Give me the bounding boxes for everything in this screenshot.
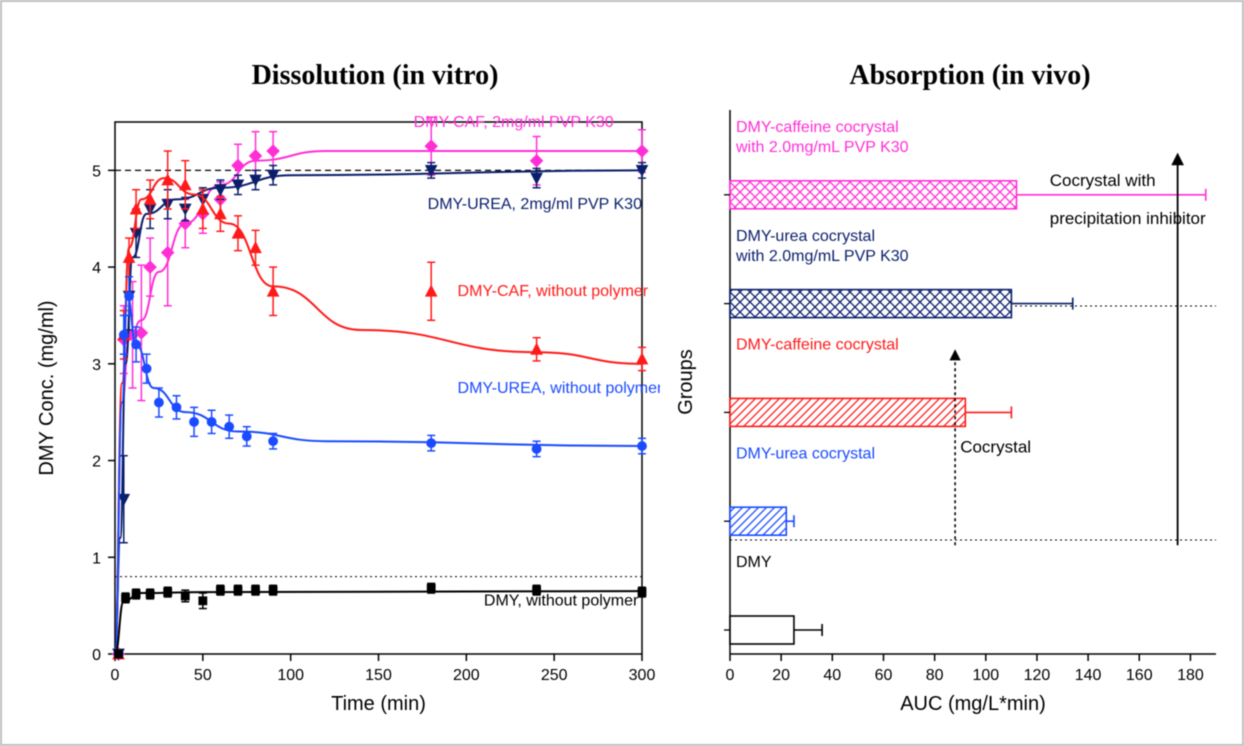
svg-text:AUC (mg/L*min): AUC (mg/L*min) <box>900 693 1046 715</box>
svg-text:150: 150 <box>365 667 392 684</box>
svg-text:Cocrystal: Cocrystal <box>960 438 1031 457</box>
svg-text:DMY: DMY <box>736 554 772 571</box>
svg-text:120: 120 <box>1024 667 1051 684</box>
svg-text:Groups: Groups <box>675 349 697 415</box>
left-title: Dissolution (in vitro) <box>90 60 660 92</box>
svg-text:4: 4 <box>92 260 101 277</box>
right-panel: Absorption (in vivo) 0 20 40 60 80 100 120 140 1… <box>670 22 1230 726</box>
svg-text:DMY-CAF, 2mg/ml PVP K30: DMY-CAF, 2mg/ml PVP K30 <box>414 114 614 131</box>
svg-text:80: 80 <box>926 667 944 684</box>
svg-text:DMY Conc. (mg/ml): DMY Conc. (mg/ml) <box>36 300 58 475</box>
svg-text:Cocrystal with: Cocrystal with <box>1050 171 1156 190</box>
svg-text:60: 60 <box>875 667 893 684</box>
svg-text:140: 140 <box>1075 667 1102 684</box>
svg-text:160: 160 <box>1126 667 1153 684</box>
absorption-chart: 0 20 40 60 80 100 120 140 160 180 AUC (mg/L*min) Gr… <box>670 92 1230 732</box>
svg-text:with 2.0mg/mL PVP K30: with 2.0mg/mL PVP K30 <box>735 139 909 156</box>
right-title: Absorption (in vivo) <box>710 60 1230 92</box>
svg-text:DMY, without polymer: DMY, without polymer <box>484 593 639 610</box>
svg-text:Time (min): Time (min) <box>331 693 426 715</box>
svg-text:0: 0 <box>111 667 120 684</box>
svg-text:0: 0 <box>92 647 101 664</box>
svg-text:100: 100 <box>277 667 304 684</box>
svg-text:5: 5 <box>92 163 101 180</box>
svg-text:50: 50 <box>194 667 212 684</box>
figure-frame: Dissolution (in vitro) 05010015020025030… <box>0 0 1244 746</box>
svg-text:20: 20 <box>772 667 790 684</box>
svg-text:0: 0 <box>726 667 735 684</box>
svg-text:with 2.0mg/mL PVP K30: with 2.0mg/mL PVP K30 <box>735 248 909 265</box>
left-panel: Dissolution (in vitro) 05010015020025030… <box>20 22 660 726</box>
svg-text:2: 2 <box>92 454 101 471</box>
svg-text:180: 180 <box>1177 667 1204 684</box>
svg-text:3: 3 <box>92 357 101 374</box>
svg-text:200: 200 <box>453 667 480 684</box>
svg-text:DMY-UREA, without polymer: DMY-UREA, without polymer <box>458 380 660 397</box>
svg-text:DMY-UREA, 2mg/ml PVP K30: DMY-UREA, 2mg/ml PVP K30 <box>428 196 642 213</box>
svg-text:DMY-caffeine cocrystal: DMY-caffeine cocrystal <box>736 337 899 354</box>
dissolution-chart: 0 50 100 150 200 250 300 0 1 2 3 4 5 Time (min) DMY Co… <box>20 92 660 732</box>
svg-text:precipitation inhibitor: precipitation inhibitor <box>1050 209 1206 228</box>
svg-text:250: 250 <box>541 667 568 684</box>
svg-text:DMY-urea cocrystal: DMY-urea cocrystal <box>736 228 875 245</box>
svg-text:DMY-urea cocrystal: DMY-urea cocrystal <box>736 445 875 462</box>
svg-text:1: 1 <box>92 550 101 567</box>
svg-text:DMY-CAF, without polymer: DMY-CAF, without polymer <box>458 283 649 300</box>
svg-text:DMY-caffeine cocrystal: DMY-caffeine cocrystal <box>736 119 899 136</box>
svg-text:100: 100 <box>972 667 999 684</box>
svg-text:40: 40 <box>823 667 841 684</box>
svg-text:300: 300 <box>629 667 656 684</box>
